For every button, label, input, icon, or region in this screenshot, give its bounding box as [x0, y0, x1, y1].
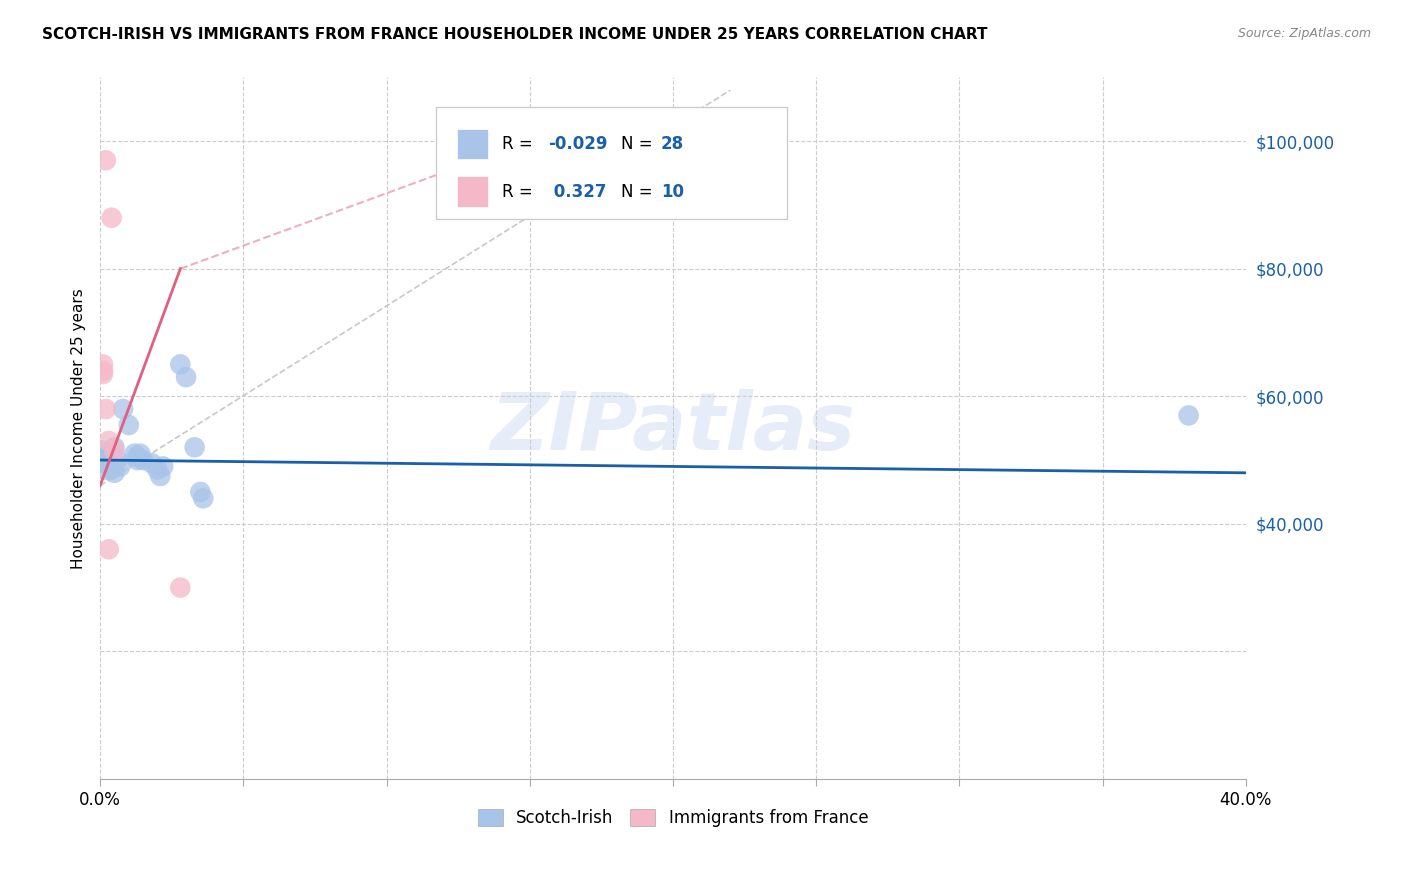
Point: [129, 447, 152, 461]
Point: [118, 417, 141, 432]
Point: [127, 450, 149, 464]
Point: [91, 443, 114, 458]
Point: [174, 370, 197, 384]
Point: [127, 453, 149, 467]
Point: [141, 456, 163, 470]
Text: 0.327: 0.327: [548, 183, 607, 201]
Text: 10: 10: [661, 183, 683, 201]
Text: ZIPatlas: ZIPatlas: [491, 389, 855, 467]
Point: [132, 453, 155, 467]
Point: [103, 440, 125, 454]
Point: [149, 469, 172, 483]
Text: N =: N =: [621, 183, 658, 201]
Point: [124, 447, 146, 461]
Point: [91, 367, 114, 381]
Point: [169, 581, 191, 595]
Point: [91, 364, 114, 378]
Y-axis label: Householder Income Under 25 years: Householder Income Under 25 years: [72, 288, 86, 568]
Text: 28: 28: [661, 136, 683, 153]
Point: [94, 462, 117, 476]
Point: [97, 453, 120, 467]
Text: R =: R =: [502, 183, 538, 201]
Text: SCOTCH-IRISH VS IMMIGRANTS FROM FRANCE HOUSEHOLDER INCOME UNDER 25 YEARS CORRELA: SCOTCH-IRISH VS IMMIGRANTS FROM FRANCE H…: [42, 27, 987, 42]
Point: [97, 542, 120, 557]
Text: -0.029: -0.029: [548, 136, 607, 153]
Point: [103, 466, 125, 480]
Point: [193, 491, 215, 506]
Point: [105, 453, 128, 467]
Point: [152, 459, 174, 474]
Point: [183, 440, 205, 454]
Text: R =: R =: [502, 136, 538, 153]
Point: [91, 450, 114, 464]
Text: Source: ZipAtlas.com: Source: ZipAtlas.com: [1237, 27, 1371, 40]
Point: [100, 211, 122, 225]
Point: [100, 462, 122, 476]
Point: [94, 456, 117, 470]
Point: [112, 402, 135, 417]
Point: [1177, 409, 1199, 423]
Point: [94, 153, 117, 168]
Point: [190, 485, 212, 500]
Point: [169, 358, 191, 372]
Legend: Scotch-Irish, Immigrants from France: Scotch-Irish, Immigrants from France: [471, 802, 875, 834]
Point: [103, 443, 125, 458]
Point: [108, 459, 131, 474]
Text: N =: N =: [621, 136, 658, 153]
Point: [146, 462, 169, 476]
Point: [91, 358, 114, 372]
Point: [97, 447, 120, 461]
Point: [94, 402, 117, 417]
Point: [97, 434, 120, 448]
